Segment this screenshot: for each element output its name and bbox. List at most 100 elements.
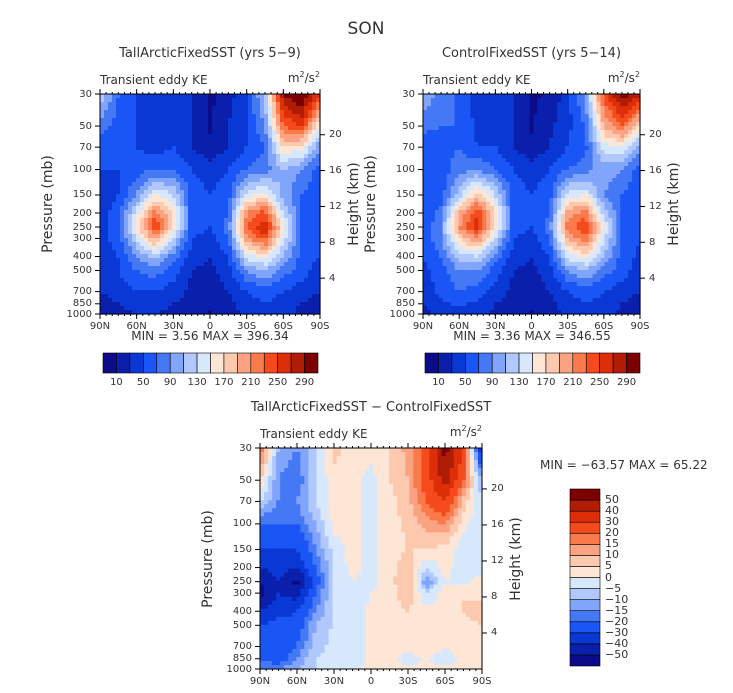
contour-cell xyxy=(232,298,237,303)
contour-cell xyxy=(104,286,109,291)
contour-cell xyxy=(132,210,137,215)
contour-cell xyxy=(505,174,511,179)
contour-cell xyxy=(312,118,317,123)
contour-cell xyxy=(430,198,436,203)
contour-cell xyxy=(434,182,440,187)
contour-cell xyxy=(288,282,293,287)
contour-cell xyxy=(296,162,301,167)
contour-cell xyxy=(501,286,507,291)
contour-cell xyxy=(478,102,483,107)
contour-cell xyxy=(482,210,487,215)
contour-cell xyxy=(140,222,145,227)
contour-cell xyxy=(264,294,269,299)
contour-cell xyxy=(268,178,273,183)
contour-cell xyxy=(304,194,309,199)
contour-cell xyxy=(152,134,157,139)
contour-cell xyxy=(292,274,297,279)
contour-cell xyxy=(112,274,117,279)
contour-cell xyxy=(545,242,550,247)
contour-cell xyxy=(529,170,535,175)
contour-cell xyxy=(486,122,491,127)
contour-cell xyxy=(208,126,213,131)
contour-cell xyxy=(490,122,495,127)
contour-cell xyxy=(454,210,460,215)
contour-cell xyxy=(276,214,281,219)
contour-cell xyxy=(316,130,321,135)
contour-cell xyxy=(232,246,237,251)
contour-cell xyxy=(466,102,471,107)
contour-cell xyxy=(140,306,145,311)
contour-cell xyxy=(442,278,448,283)
contour-cell xyxy=(434,226,440,231)
contour-cell xyxy=(474,274,479,279)
contour-cell xyxy=(216,274,221,279)
contour-cell xyxy=(486,170,491,175)
contour-cell xyxy=(236,290,241,295)
contour-cell xyxy=(505,262,511,267)
contour-cell xyxy=(112,302,117,307)
contour-cell xyxy=(458,290,464,295)
contour-cell xyxy=(248,166,253,171)
contour-cell xyxy=(482,166,487,171)
contour-cell xyxy=(292,130,297,135)
contour-cell xyxy=(478,238,483,243)
contour-cell xyxy=(312,226,317,231)
contour-cell xyxy=(120,266,125,271)
contour-cell xyxy=(458,254,464,259)
contour-cell xyxy=(446,98,452,103)
contour-cell xyxy=(100,290,105,295)
contour-cell xyxy=(541,194,546,199)
contour-cell xyxy=(423,278,428,283)
contour-cell xyxy=(505,110,511,115)
contour-cell xyxy=(442,94,448,99)
contour-cell xyxy=(486,142,491,147)
contour-cell xyxy=(505,94,511,99)
contour-cell xyxy=(537,134,542,139)
contour-cell xyxy=(236,138,241,143)
contour-cell xyxy=(256,246,261,251)
contour-cell xyxy=(216,158,221,163)
contour-cell xyxy=(272,166,277,171)
contour-cell xyxy=(132,246,137,251)
contour-cell xyxy=(494,286,499,291)
contour-cell xyxy=(505,134,511,139)
contour-cell xyxy=(490,250,495,255)
contour-cell xyxy=(188,154,193,159)
contour-cell xyxy=(212,278,217,283)
contour-cell xyxy=(212,238,217,243)
contour-cell xyxy=(497,94,503,99)
contour-cell xyxy=(442,194,448,199)
contour-cell xyxy=(474,306,479,311)
contour-cell xyxy=(529,302,535,307)
contour-cell xyxy=(482,190,487,195)
contour-cell xyxy=(509,198,515,203)
contour-cell xyxy=(108,258,113,263)
contour-cell xyxy=(140,138,145,143)
contour-cell xyxy=(276,310,281,315)
contour-cell xyxy=(474,302,479,307)
contour-cell xyxy=(486,310,491,315)
contour-cell xyxy=(132,254,137,259)
contour-cell xyxy=(156,230,161,235)
contour-cell xyxy=(228,258,233,263)
contour-cell xyxy=(462,98,467,103)
contour-cell xyxy=(434,178,440,183)
contour-cell xyxy=(184,230,189,235)
contour-cell xyxy=(497,218,503,223)
contour-cell xyxy=(116,282,121,287)
contour-cell xyxy=(192,166,197,171)
contour-cell xyxy=(280,290,285,295)
contour-cell xyxy=(288,218,293,223)
contour-cell xyxy=(188,194,193,199)
contour-cell xyxy=(316,122,321,127)
contour-cell xyxy=(272,150,277,155)
contour-cell xyxy=(236,198,241,203)
contour-cell xyxy=(316,306,321,311)
contour-cell xyxy=(224,162,229,167)
contour-cell xyxy=(184,130,189,135)
contour-cell xyxy=(482,98,487,103)
contour-cell xyxy=(549,198,554,203)
contour-cell xyxy=(176,294,181,299)
contour-cell xyxy=(494,210,499,215)
contour-cell xyxy=(304,110,309,115)
